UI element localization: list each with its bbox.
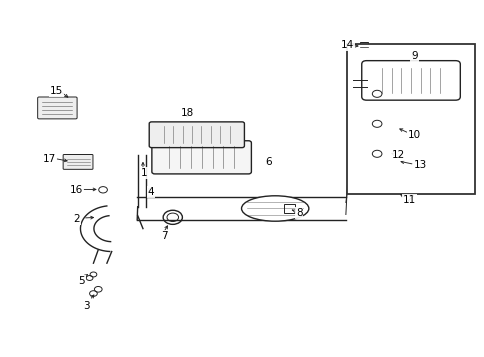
Text: 8: 8 bbox=[295, 208, 302, 218]
Text: 14: 14 bbox=[340, 40, 353, 50]
Text: 6: 6 bbox=[265, 157, 272, 167]
Text: 2: 2 bbox=[73, 214, 80, 224]
Bar bbox=[347, 44, 474, 194]
Text: 15: 15 bbox=[50, 86, 63, 96]
FancyBboxPatch shape bbox=[361, 61, 459, 100]
Text: 3: 3 bbox=[83, 301, 90, 311]
Text: 13: 13 bbox=[413, 160, 426, 170]
Text: 18: 18 bbox=[180, 108, 194, 118]
Text: 5: 5 bbox=[78, 276, 85, 286]
Text: 7: 7 bbox=[161, 231, 167, 241]
Text: 4: 4 bbox=[148, 187, 154, 197]
Text: 17: 17 bbox=[43, 154, 56, 164]
FancyBboxPatch shape bbox=[38, 97, 77, 119]
Text: 16: 16 bbox=[70, 185, 83, 195]
Text: 1: 1 bbox=[140, 168, 147, 178]
FancyBboxPatch shape bbox=[63, 155, 93, 169]
Ellipse shape bbox=[241, 196, 308, 221]
Text: 9: 9 bbox=[410, 51, 417, 61]
FancyBboxPatch shape bbox=[151, 141, 251, 174]
Bar bbox=[359, 42, 367, 52]
FancyBboxPatch shape bbox=[149, 122, 244, 148]
Bar bbox=[283, 204, 295, 213]
Text: 12: 12 bbox=[391, 150, 404, 160]
Text: 10: 10 bbox=[407, 130, 420, 140]
Text: 11: 11 bbox=[402, 195, 416, 205]
